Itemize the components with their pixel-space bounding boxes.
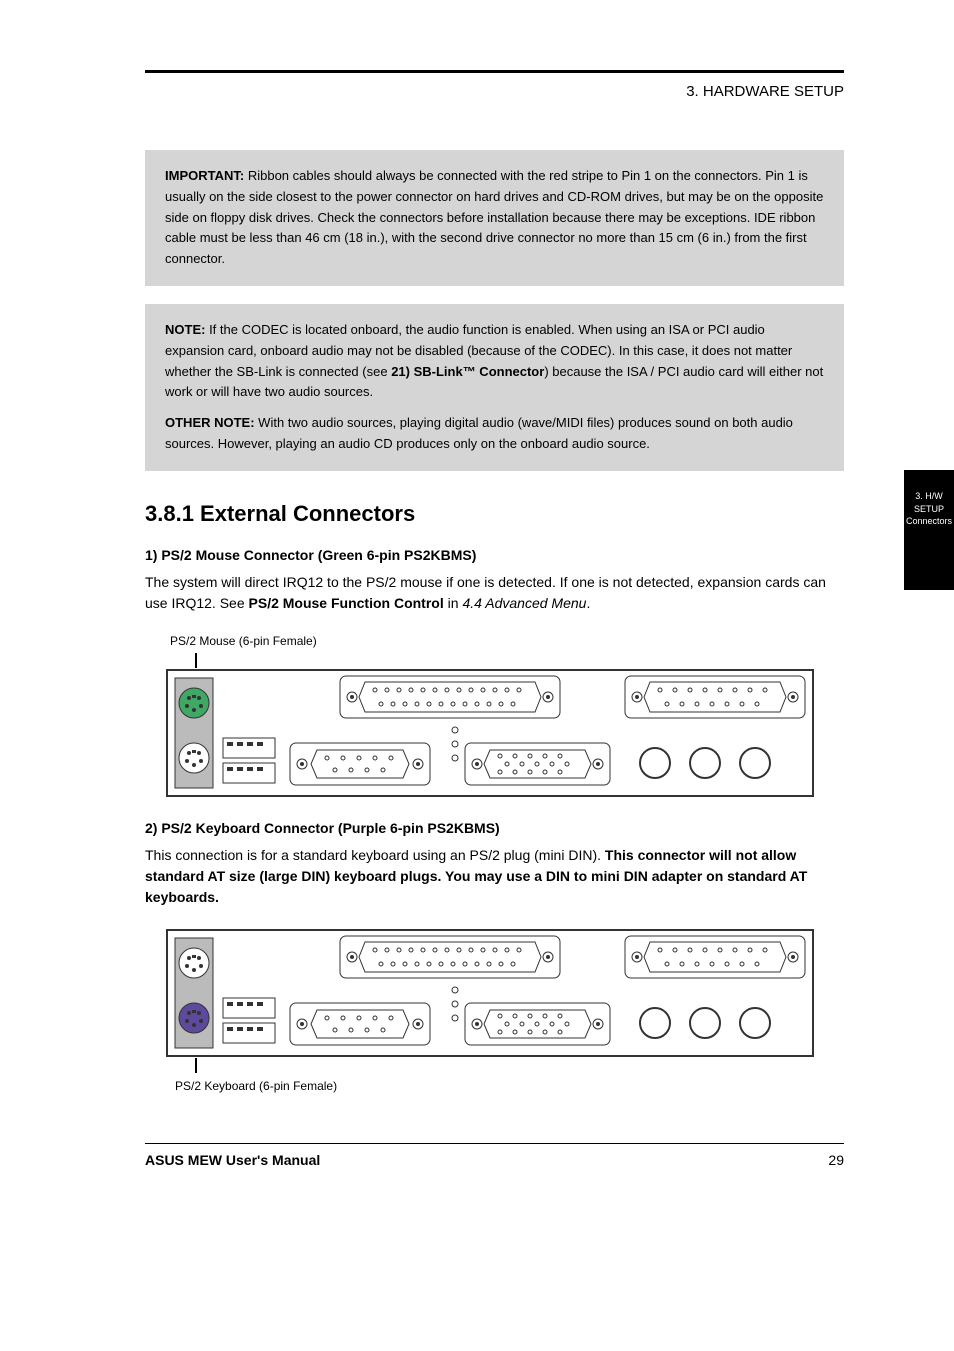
mouse-text-2: in — [444, 595, 463, 611]
other-note-text: With two audio sources, playing digital … — [165, 415, 793, 451]
mouse-label-line — [195, 653, 197, 668]
important-text: Ribbon cables should always be connected… — [165, 168, 823, 266]
keyboard-text-1: This connection is for a standard keyboa… — [145, 847, 605, 863]
note-box: NOTE: If the CODEC is located onboard, t… — [145, 304, 844, 471]
io-panel-mouse-svg — [165, 668, 815, 798]
tab-line2: Connectors — [904, 515, 954, 528]
keyboard-diagram: PS/2 Keyboard (6-pin Female) — [165, 928, 824, 1093]
header-title: 3. HARDWARE SETUP — [145, 83, 844, 100]
footer-right: 29 — [828, 1152, 844, 1168]
keyboard-heading: 2) PS/2 Keyboard Connector (Purple 6-pin… — [145, 818, 844, 839]
section-title: 3.8.1 External Connectors — [145, 501, 844, 527]
mouse-text-3: . — [586, 595, 590, 611]
mouse-italic-1: 4.4 Advanced Menu — [462, 595, 586, 611]
io-panel-keyboard-svg — [165, 928, 815, 1058]
side-tab: 3. H/W SETUP Connectors — [904, 470, 954, 590]
footer: ASUS MEW User's Manual 29 — [145, 1143, 844, 1168]
mouse-port-label: PS/2 Mouse (6-pin Female) — [170, 634, 824, 648]
other-note-label: OTHER NOTE: — [165, 415, 255, 430]
mouse-bold-1: PS/2 Mouse Function Control — [249, 595, 444, 611]
keyboard-port-label: PS/2 Keyboard (6-pin Female) — [175, 1079, 824, 1093]
note-label: NOTE: — [165, 322, 205, 337]
important-label: IMPORTANT: — [165, 168, 244, 183]
mouse-heading: 1) PS/2 Mouse Connector (Green 6-pin PS2… — [145, 545, 844, 566]
note-bold-sblink: 21) SB-Link™ Connector — [391, 364, 544, 379]
header-divider — [145, 70, 844, 73]
tab-line1: 3. H/W SETUP — [904, 490, 954, 515]
footer-left: ASUS MEW User's Manual — [145, 1152, 320, 1168]
mouse-diagram: PS/2 Mouse (6-pin Female) — [165, 634, 824, 798]
keyboard-label-line — [195, 1058, 197, 1073]
important-box: IMPORTANT: Ribbon cables should always b… — [145, 150, 844, 286]
